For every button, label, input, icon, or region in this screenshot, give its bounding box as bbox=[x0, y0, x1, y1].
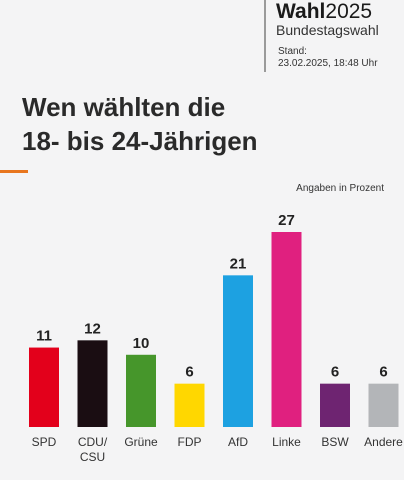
header-divider bbox=[264, 0, 266, 72]
bar-3 bbox=[174, 383, 205, 427]
category-label-1: CDU/ bbox=[78, 435, 108, 449]
stand-value: 23.02.2025, 18:48 Uhr bbox=[278, 58, 378, 69]
value-label-2: 10 bbox=[133, 335, 150, 352]
bar-6 bbox=[320, 383, 350, 427]
stand-label: Stand: bbox=[278, 46, 307, 57]
value-label-3: 6 bbox=[185, 364, 193, 381]
value-label-4: 21 bbox=[230, 255, 247, 272]
brand-year: 2025 bbox=[325, 0, 373, 23]
bar-0 bbox=[29, 347, 59, 427]
category-label-4: AfD bbox=[228, 435, 248, 449]
value-label-6: 6 bbox=[331, 364, 339, 381]
chart-title-line-2: 18- bis 24-Jährigen bbox=[22, 126, 258, 156]
brand-logo: Wahl2025 bbox=[276, 0, 372, 24]
category-label-0: SPD bbox=[32, 435, 57, 449]
value-label-5: 27 bbox=[278, 212, 295, 229]
accent-bar bbox=[0, 170, 28, 173]
category-label-7: Andere bbox=[364, 435, 403, 449]
bar-5 bbox=[271, 232, 302, 427]
category-label-2: Grüne bbox=[124, 435, 158, 449]
bar-7 bbox=[368, 383, 399, 427]
bar-2 bbox=[126, 354, 156, 427]
brand-bold: Wahl bbox=[276, 0, 326, 23]
category-label-6: BSW bbox=[321, 435, 349, 449]
category-label-3: FDP bbox=[178, 435, 202, 449]
bar-1 bbox=[77, 340, 108, 427]
brand-subtitle: Bundestagswahl bbox=[276, 22, 379, 38]
chart-title: Wen wählten die 18- bis 24-Jährigen bbox=[22, 90, 258, 158]
value-label-0: 11 bbox=[36, 328, 52, 345]
category-label-5: Linke bbox=[272, 435, 301, 449]
unit-note: Angaben in Prozent bbox=[296, 183, 384, 194]
value-label-1: 12 bbox=[84, 320, 101, 337]
bar-4 bbox=[223, 275, 253, 427]
chart-title-line-1: Wen wählten die bbox=[22, 92, 226, 122]
stand-info: Stand: 23.02.2025, 18:48 Uhr bbox=[278, 46, 378, 70]
category-label-1-line-1: CSU bbox=[80, 450, 105, 464]
value-label-7: 6 bbox=[379, 364, 387, 381]
